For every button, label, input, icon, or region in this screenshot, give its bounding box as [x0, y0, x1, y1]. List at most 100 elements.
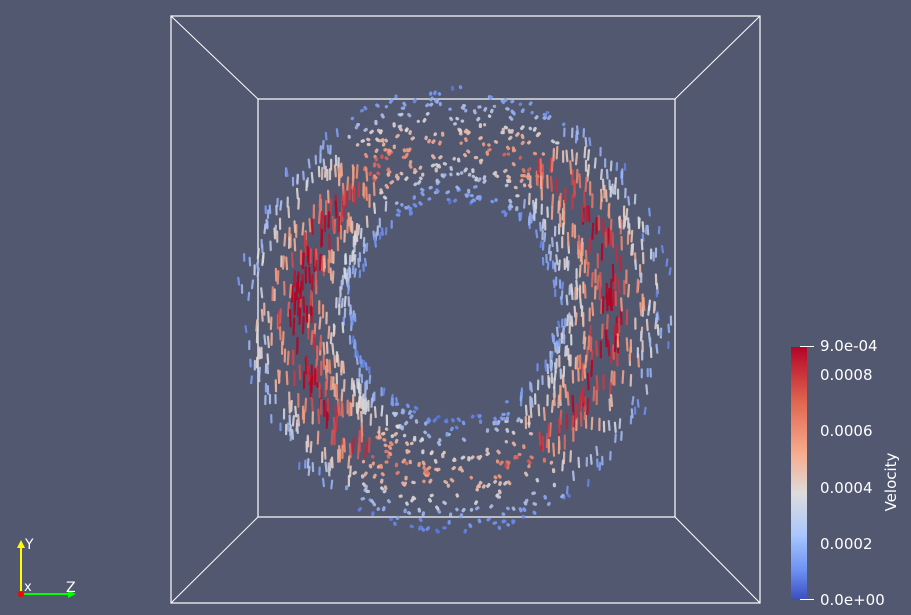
velocity-glyph	[389, 441, 394, 447]
velocity-glyph	[508, 198, 513, 204]
velocity-glyph	[558, 213, 562, 228]
velocity-glyph	[482, 175, 487, 181]
velocity-glyph	[441, 173, 447, 179]
velocity-glyph	[573, 179, 577, 196]
velocity-glyph	[333, 218, 337, 235]
velocity-glyph	[256, 262, 260, 272]
velocity-glyph	[256, 247, 260, 260]
velocity-glyph	[436, 441, 442, 447]
velocity-glyph	[380, 113, 385, 119]
velocity-glyph	[492, 521, 498, 525]
velocity-glyph	[359, 227, 363, 240]
velocity-glyph	[263, 334, 267, 346]
velocity-glyph	[334, 200, 338, 218]
velocity-glyph	[570, 315, 574, 327]
velocity-glyph	[298, 364, 302, 381]
velocity-glyph	[398, 112, 404, 117]
velocity-glyph	[529, 382, 533, 393]
velocity-glyph	[362, 243, 367, 254]
axis-label-y: Y	[25, 537, 34, 553]
velocity-glyph	[353, 253, 357, 266]
velocity-glyph	[373, 202, 377, 215]
velocity-glyph	[555, 254, 559, 266]
velocity-glyph	[430, 163, 436, 168]
velocity-glyph	[387, 170, 392, 175]
velocity-glyph	[395, 397, 399, 406]
velocity-glyph	[433, 458, 438, 464]
velocity-glyph	[614, 433, 617, 444]
velocity-glyph	[380, 472, 385, 477]
velocity-glyph	[342, 189, 346, 206]
velocity-glyph	[569, 160, 573, 175]
velocity-glyph	[401, 481, 406, 487]
velocity-glyph	[331, 342, 335, 356]
velocity-glyph	[367, 436, 371, 453]
velocity-glyph	[258, 348, 262, 360]
velocity-glyph	[317, 408, 321, 425]
velocity-glyph	[405, 441, 410, 446]
velocity-glyph	[598, 461, 602, 471]
velocity-glyph	[519, 211, 523, 221]
velocity-glyph	[620, 297, 623, 312]
velocity-glyph	[423, 468, 429, 474]
velocity-glyph	[423, 471, 428, 477]
velocity-glyph	[323, 254, 327, 269]
velocity-glyph	[619, 219, 623, 235]
velocity-glyph	[627, 195, 631, 206]
velocity-glyph	[546, 261, 550, 271]
velocity-glyph	[260, 287, 264, 299]
colorbar-title: Velocity	[882, 452, 900, 512]
velocity-glyph	[466, 149, 471, 154]
velocity-glyph	[329, 375, 333, 391]
velocity-glyph	[458, 129, 463, 134]
velocity-glyph	[386, 499, 391, 504]
velocity-glyph	[286, 350, 290, 366]
outline-edge	[170, 15, 259, 100]
velocity-glyph	[550, 361, 554, 372]
velocity-glyph	[379, 188, 384, 194]
axis-label-z: Z	[66, 580, 76, 596]
velocity-glyph	[412, 98, 417, 104]
velocity-glyph	[426, 433, 432, 439]
velocity-glyph	[329, 267, 333, 281]
velocity-glyph	[375, 103, 380, 108]
velocity-glyph	[402, 101, 407, 107]
velocity-glyph	[310, 329, 314, 346]
velocity-glyph	[472, 109, 477, 115]
velocity-glyph	[429, 96, 434, 102]
velocity-glyph	[503, 480, 508, 486]
velocity-glyph	[497, 474, 502, 479]
velocity-glyph	[636, 399, 640, 408]
velocity-glyph	[372, 501, 377, 507]
velocity-glyph	[646, 224, 650, 236]
velocity-glyph	[429, 102, 434, 107]
velocity-glyph	[363, 105, 368, 111]
velocity-glyph	[641, 221, 645, 233]
velocity-glyph	[343, 295, 347, 308]
velocity-glyph	[247, 291, 251, 302]
velocity-glyph	[584, 176, 588, 193]
velocity-glyph	[322, 158, 326, 170]
axes-triad-icon	[17, 540, 76, 598]
velocity-glyph	[630, 408, 634, 419]
velocity-glyph	[435, 163, 440, 168]
colorbar-label-0008: 0.0008	[820, 366, 873, 384]
velocity-glyph	[564, 345, 567, 357]
velocity-glyph	[337, 400, 341, 417]
velocity-glyph	[503, 212, 508, 217]
velocity-glyph	[557, 338, 561, 348]
velocity-glyph	[595, 375, 599, 391]
colorbar	[791, 347, 807, 600]
velocity-glyph	[324, 461, 328, 473]
velocity-glyph	[326, 144, 330, 154]
velocity-glyph	[466, 130, 471, 135]
velocity-glyph	[293, 269, 297, 287]
velocity-glyph	[386, 150, 392, 156]
velocity-glyph	[548, 422, 552, 438]
velocity-glyph	[507, 480, 512, 486]
velocity-glyph	[394, 438, 399, 444]
velocity-glyph	[323, 446, 327, 460]
velocity-glyph	[287, 301, 291, 317]
velocity-glyph	[586, 148, 591, 161]
